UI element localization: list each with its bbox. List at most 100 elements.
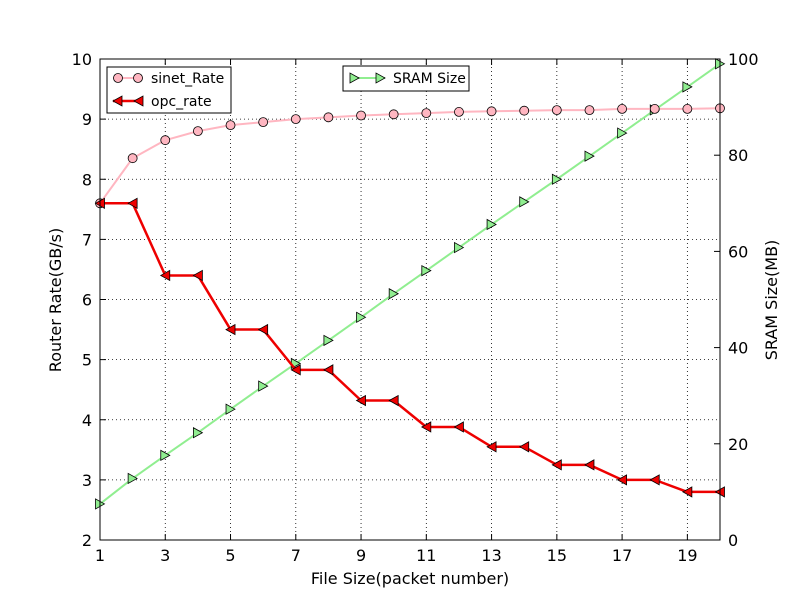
x-tick-label: 11 — [416, 546, 436, 565]
data-point-sinet-rate — [649, 104, 660, 114]
series-line-sram-size — [99, 62, 721, 505]
grid — [100, 59, 720, 540]
legend-left: sinet_Rate opc_rate — [106, 66, 232, 114]
data-point-opc-rate — [388, 394, 399, 407]
x-axis-title: File Size(packet number) — [311, 569, 509, 588]
data-point-opc-rate — [453, 421, 464, 433]
data-point-sinet-rate — [290, 114, 301, 125]
data-point-sram-size — [486, 218, 497, 231]
y-left-tick-label: 9 — [82, 110, 92, 129]
x-tick-label: 19 — [677, 546, 697, 565]
data-point-sinet-rate — [584, 105, 595, 116]
data-point-sinet-rate — [356, 110, 366, 121]
legend-sram-marker-1 — [349, 72, 360, 84]
series-layer — [94, 58, 726, 510]
y-left-tick-label: 7 — [82, 230, 92, 249]
data-point-sinet-rate — [486, 106, 497, 117]
legend-sinet-label: sinet_Rate — [151, 71, 224, 87]
data-point-opc-rate — [682, 486, 693, 498]
data-point-sinet-rate — [551, 105, 562, 116]
data-point-sram-size — [388, 288, 400, 300]
data-point-sram-size — [258, 380, 269, 392]
legend-sinet-marker-1 — [113, 73, 123, 83]
data-point-sram-size — [323, 334, 334, 347]
data-point-sram-size — [421, 264, 432, 277]
data-point-opc-rate — [323, 364, 334, 376]
x-tick-label: 7 — [291, 546, 301, 565]
data-point-opc-rate — [159, 269, 171, 282]
data-point-opc-rate — [616, 474, 628, 486]
data-point-sram-size — [356, 311, 367, 323]
data-point-opc-rate — [584, 459, 595, 471]
legend-opc-label: opc_rate — [151, 94, 212, 110]
y-right-tick-label: 100 — [728, 50, 759, 69]
data-point-opc-rate — [518, 441, 530, 453]
data-point-sinet-rate — [682, 104, 693, 114]
data-point-opc-rate — [551, 459, 562, 471]
data-point-sram-size — [454, 241, 465, 254]
y-right-tick-label: 60 — [728, 242, 748, 261]
data-point-opc-rate — [127, 197, 138, 209]
data-point-opc-rate — [225, 323, 236, 336]
legend-right: SRAM Size — [342, 65, 470, 92]
data-point-sinet-rate — [388, 109, 399, 120]
x-tick-labels: 1 3 5 7 9 11 13 15 17 19 — [95, 546, 698, 565]
data-point-sinet-rate — [225, 120, 236, 131]
data-point-sram-size — [160, 449, 171, 462]
y-left-tick-labels: 2 3 4 5 6 7 8 9 10 — [72, 50, 92, 550]
y-left-tick-label: 5 — [82, 351, 92, 370]
y-right-tick-label: 40 — [728, 339, 748, 358]
y-left-tick-label: 4 — [82, 411, 92, 430]
series-sram-size — [95, 58, 726, 510]
y-left-tick-label: 8 — [82, 170, 92, 189]
data-point-sinet-rate — [421, 108, 432, 119]
y-right-axis-title: SRAM Size(MB) — [762, 240, 781, 361]
data-point-opc-rate — [290, 364, 301, 376]
series-line-sinet-rate — [99, 107, 721, 204]
data-point-opc-rate — [486, 441, 497, 453]
data-point-sram-size — [192, 427, 204, 439]
series-opc-rate — [94, 197, 725, 498]
data-point-sram-size — [225, 403, 236, 415]
series-line-opc-rate — [100, 202, 720, 494]
data-point-sinet-rate — [160, 135, 171, 146]
data-point-sram-size — [551, 173, 563, 185]
x-tick-label: 13 — [481, 546, 501, 565]
legend-sinet-marker-2 — [133, 73, 143, 83]
y-left-tick-label: 3 — [82, 471, 92, 490]
y-right-tick-label: 20 — [728, 435, 748, 454]
data-point-sram-size — [584, 150, 595, 162]
data-point-opc-rate — [355, 394, 366, 407]
x-tick-label: 1 — [95, 546, 105, 565]
x-tick-label: 9 — [356, 546, 366, 565]
x-tick-label: 15 — [547, 546, 567, 565]
data-point-opc-rate — [257, 323, 269, 336]
data-point-sinet-rate — [323, 112, 334, 123]
data-point-sinet-rate — [454, 107, 464, 117]
x-tick-label: 17 — [612, 546, 632, 565]
y-left-tick-label: 6 — [82, 291, 92, 310]
legend-opc-marker-2 — [133, 95, 144, 107]
legend-left-box — [106, 66, 232, 114]
legend-sram-marker-2 — [375, 72, 386, 84]
data-point-sram-size — [617, 127, 628, 139]
data-point-sram-size — [519, 196, 530, 208]
axis-ticks — [99, 58, 720, 541]
legend-opc-marker-1 — [112, 95, 123, 107]
series-sinet-rate — [95, 103, 725, 209]
y-left-tick-label: 2 — [82, 531, 92, 550]
data-point-sinet-rate — [258, 117, 269, 128]
data-point-sinet-rate — [617, 104, 628, 114]
y-left-tick-label: 10 — [72, 50, 92, 69]
y-right-tick-label: 0 — [728, 531, 738, 550]
x-tick-label: 3 — [160, 546, 170, 565]
x-tick-label: 5 — [225, 546, 235, 565]
legend-sram-label: SRAM Size — [393, 71, 466, 87]
y-right-tick-labels: 0 20 40 60 80 100 — [728, 50, 759, 550]
data-point-sinet-rate — [192, 126, 203, 137]
data-point-opc-rate — [649, 474, 660, 486]
y-left-axis-title: Router Rate(GB/s) — [46, 228, 65, 372]
data-point-sram-size — [127, 472, 138, 485]
data-point-opc-rate — [192, 269, 203, 282]
